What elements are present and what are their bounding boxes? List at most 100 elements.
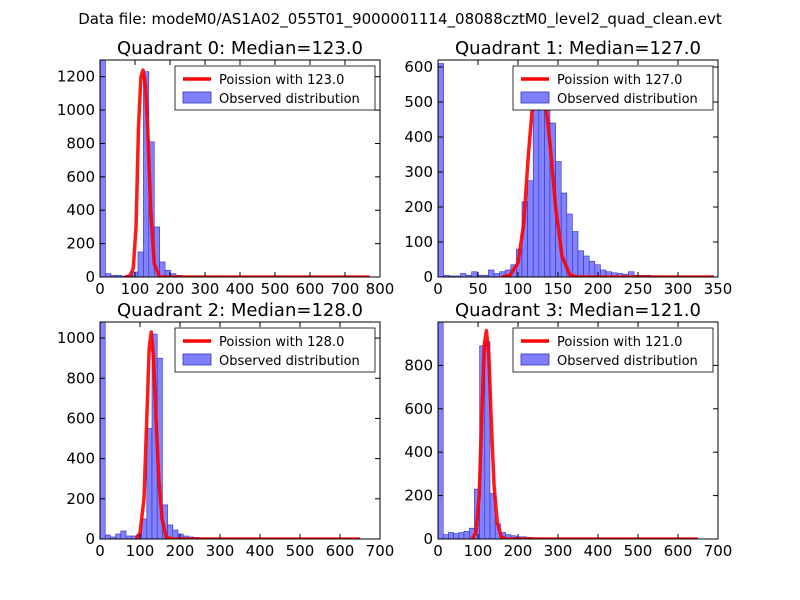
y-tick-label: 800 [66,134,95,152]
legend-label-poisson: Poission with 127.0 [557,73,682,88]
y-tick-label: 600 [66,409,95,427]
figure-suptitle: Data file: modeM0/AS1A02_055T01_90000011… [78,10,722,29]
x-tick-label: 100 [504,280,533,298]
y-tick-label: 400 [404,128,433,146]
x-tick-label: 0 [433,542,443,560]
x-tick-label: 700 [704,542,733,560]
histogram-bar [460,273,467,277]
subplot-title: Quadrant 3: Median=121.0 [455,300,701,321]
histogram-bar [493,273,500,277]
x-tick-label: 600 [326,542,355,560]
x-tick-label: 300 [544,542,573,560]
y-tick-label: 0 [85,268,95,286]
x-tick-label: 600 [296,280,325,298]
x-tick-label: 0 [95,280,105,298]
x-tick-label: 200 [504,542,533,560]
x-tick-label: 300 [664,280,693,298]
x-tick-label: 400 [246,542,275,560]
plot-frame [437,59,719,278]
x-tick-label: 300 [206,542,235,560]
subplot-title: Quadrant 1: Median=127.0 [455,38,701,59]
x-tick-label: 400 [584,542,613,560]
histogram-bar [100,322,106,539]
x-tick-label: 100 [126,542,155,560]
y-tick-label: 400 [66,450,95,468]
legend-bar-swatch [520,91,550,104]
y-tick-label: 200 [404,198,433,216]
histogram-bar [104,534,111,539]
histogram-bar [115,533,122,539]
y-tick-label: 0 [85,530,95,548]
histogram-bar [453,533,460,539]
x-tick-label: 100 [464,542,493,560]
legend-label-observed: Observed distribution [557,92,698,107]
legend-bar-swatch [182,91,212,104]
histogram-bar [448,532,454,539]
poisson-curve [134,330,360,539]
histogram-bar [137,251,144,277]
y-tick-label: 300 [404,163,433,181]
subplot-quadrant-2: 0 100 200 300 400 500 600 700 0 200 400 600 800 1000 Q… [57,300,395,560]
y-tick-label: 800 [404,356,433,374]
legend-label-observed: Observed distribution [219,354,360,369]
legend-bar-swatch [520,353,550,366]
y-tick-label: 600 [404,58,433,76]
histogram-bar [159,261,166,277]
x-tick-label: 0 [95,542,105,560]
x-tick-label: 200 [166,542,195,560]
y-tick-label: 600 [66,168,95,186]
legend: Poission with 127.0 Observed distribution [512,65,714,111]
y-tick-label: 1000 [57,329,95,347]
x-tick-label: 600 [664,542,693,560]
legend: Poission with 123.0 Observed distribution [174,65,376,111]
legend-label-observed: Observed distribution [557,354,698,369]
histogram-bar [471,271,478,277]
y-tick-label: 0 [423,268,433,286]
x-tick-label: 200 [156,280,185,298]
histogram-bar [572,231,579,277]
x-tick-label: 500 [261,280,290,298]
poisson-curve [124,68,370,277]
histogram-bar [588,260,596,277]
legend: Poission with 128.0 Observed distribution [174,327,376,373]
histogram-bar [438,322,444,539]
x-tick-label: 400 [226,280,255,298]
y-tick-label: 500 [404,93,433,111]
subplot-quadrant-0: 0 100 200 300 400 500 600 700 800 0 200 400 600 800 10… [57,38,395,298]
histogram-bar [577,250,584,277]
x-tick-label: 100 [121,280,150,298]
legend-label-poisson: Poission with 128.0 [219,335,344,350]
subplot-grid: 0 100 200 300 400 500 600 700 800 0 200 400 600 800 10… [57,38,733,560]
x-tick-label: 700 [366,542,395,560]
x-tick-label: 500 [286,542,315,560]
histogram-bar [463,531,470,539]
y-tick-label: 100 [404,233,433,251]
histogram-bar [583,255,590,277]
legend-label-observed: Observed distribution [219,92,360,107]
subplot-title: Quadrant 0: Median=123.0 [117,38,363,59]
x-tick-label: 350 [704,280,733,298]
x-tick-label: 500 [624,542,653,560]
x-tick-label: 150 [544,280,573,298]
histogram-bar [527,180,534,277]
legend: Poission with 121.0 Observed distribution [512,327,714,373]
subplot-quadrant-3: 0 100 200 300 400 500 600 700 0 200 400 600 800 Quadr… [404,300,732,560]
y-tick-label: 600 [404,400,433,418]
x-tick-label: 200 [584,280,613,298]
y-tick-label: 400 [404,443,433,461]
y-tick-label: 200 [404,487,433,505]
plot-frame [99,321,381,540]
histogram-bar [458,532,465,539]
legend-label-poisson: Poission with 123.0 [219,73,344,88]
plot-frame [437,321,719,540]
histogram-bar [438,63,444,277]
histogram-bar [488,269,495,277]
y-tick-label: 800 [66,369,95,387]
x-tick-label: 300 [191,280,220,298]
y-tick-label: 400 [66,201,95,219]
histogram-bar [120,530,127,539]
x-tick-label: 250 [624,280,653,298]
y-tick-label: 200 [66,490,95,508]
y-tick-label: 1000 [57,101,95,119]
x-tick-label: 0 [433,280,443,298]
